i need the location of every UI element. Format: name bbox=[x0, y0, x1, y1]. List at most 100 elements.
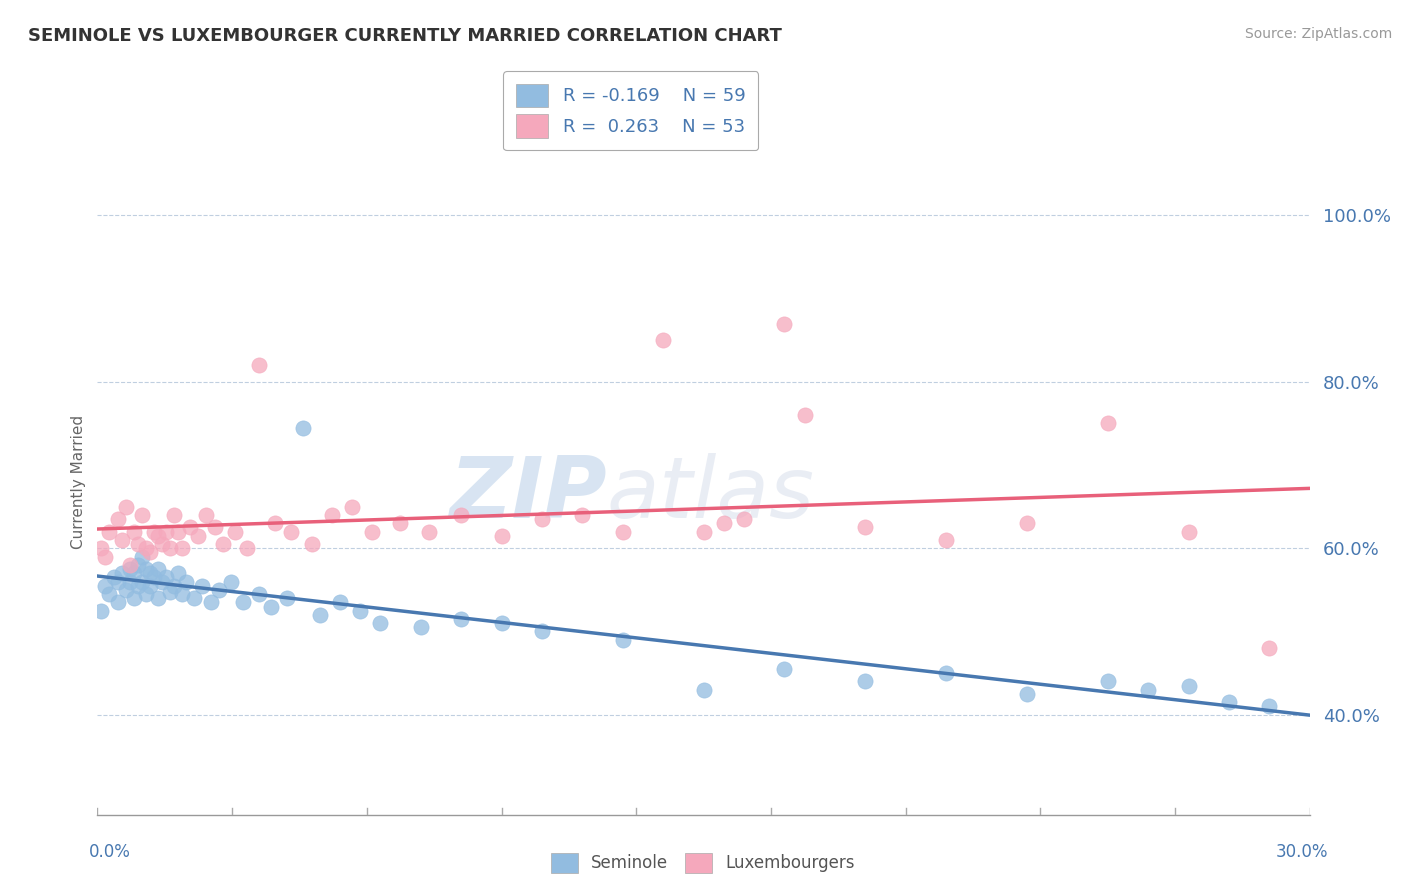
Point bbox=[127, 537, 149, 551]
Y-axis label: Currently Married: Currently Married bbox=[72, 415, 86, 549]
Point bbox=[773, 317, 796, 331]
Point bbox=[146, 591, 169, 606]
Point bbox=[491, 616, 513, 631]
Point bbox=[329, 595, 352, 609]
Point bbox=[127, 558, 149, 572]
Point bbox=[139, 566, 162, 581]
Point bbox=[118, 574, 141, 589]
Point bbox=[191, 579, 214, 593]
Legend: R = -0.169    N = 59, R =  0.263    N = 53: R = -0.169 N = 59, R = 0.263 N = 53 bbox=[503, 71, 758, 150]
Point bbox=[107, 512, 129, 526]
Point bbox=[361, 524, 384, 539]
Point bbox=[103, 570, 125, 584]
Point bbox=[167, 566, 190, 581]
Text: Source: ZipAtlas.com: Source: ZipAtlas.com bbox=[1244, 27, 1392, 41]
Point bbox=[612, 632, 634, 647]
Point bbox=[159, 584, 181, 599]
Text: 0.0%: 0.0% bbox=[89, 843, 131, 861]
Point bbox=[146, 562, 169, 576]
Point bbox=[110, 533, 132, 547]
Point bbox=[118, 558, 141, 572]
Point bbox=[172, 587, 194, 601]
Point bbox=[122, 591, 145, 606]
Point bbox=[142, 570, 165, 584]
Point bbox=[167, 524, 190, 539]
Point bbox=[98, 524, 121, 539]
Point bbox=[135, 587, 157, 601]
Point bbox=[409, 620, 432, 634]
Point bbox=[652, 333, 675, 347]
Point bbox=[232, 595, 254, 609]
Point bbox=[94, 579, 117, 593]
Point bbox=[155, 524, 177, 539]
Point bbox=[491, 529, 513, 543]
Point bbox=[368, 616, 391, 631]
Point bbox=[114, 582, 136, 597]
Text: 30.0%: 30.0% bbox=[1277, 843, 1329, 861]
Point bbox=[122, 566, 145, 581]
Point bbox=[135, 562, 157, 576]
Point bbox=[204, 520, 226, 534]
Point bbox=[135, 541, 157, 556]
Point bbox=[94, 549, 117, 564]
Point bbox=[110, 566, 132, 581]
Point bbox=[1218, 695, 1240, 709]
Point bbox=[118, 562, 141, 576]
Point bbox=[107, 574, 129, 589]
Point bbox=[150, 537, 173, 551]
Point bbox=[389, 516, 412, 531]
Point bbox=[1097, 674, 1119, 689]
Point bbox=[1258, 641, 1281, 656]
Point bbox=[308, 607, 330, 622]
Point bbox=[292, 420, 315, 434]
Point bbox=[247, 358, 270, 372]
Point bbox=[98, 587, 121, 601]
Point bbox=[172, 541, 194, 556]
Point bbox=[183, 591, 205, 606]
Point bbox=[571, 508, 593, 522]
Point bbox=[853, 520, 876, 534]
Point bbox=[187, 529, 209, 543]
Point bbox=[150, 574, 173, 589]
Point bbox=[200, 595, 222, 609]
Point bbox=[853, 674, 876, 689]
Point bbox=[90, 541, 112, 556]
Point bbox=[131, 574, 153, 589]
Point bbox=[90, 604, 112, 618]
Text: SEMINOLE VS LUXEMBOURGER CURRENTLY MARRIED CORRELATION CHART: SEMINOLE VS LUXEMBOURGER CURRENTLY MARRI… bbox=[28, 27, 782, 45]
Point bbox=[530, 512, 553, 526]
Point bbox=[163, 508, 186, 522]
Point bbox=[219, 574, 242, 589]
Point bbox=[713, 516, 735, 531]
Point bbox=[211, 537, 233, 551]
Point bbox=[122, 524, 145, 539]
Point bbox=[935, 666, 957, 681]
Point bbox=[127, 579, 149, 593]
Point bbox=[224, 524, 246, 539]
Point bbox=[139, 579, 162, 593]
Point bbox=[450, 612, 472, 626]
Point bbox=[260, 599, 283, 614]
Point bbox=[1177, 679, 1199, 693]
Point bbox=[142, 524, 165, 539]
Point bbox=[340, 500, 363, 514]
Point bbox=[1015, 687, 1038, 701]
Point bbox=[301, 537, 323, 551]
Point bbox=[349, 604, 371, 618]
Point bbox=[163, 579, 186, 593]
Legend: Seminole, Luxembourgers: Seminole, Luxembourgers bbox=[544, 847, 862, 880]
Point bbox=[612, 524, 634, 539]
Point bbox=[793, 408, 815, 422]
Point bbox=[1015, 516, 1038, 531]
Point bbox=[107, 595, 129, 609]
Point bbox=[773, 662, 796, 676]
Point bbox=[280, 524, 302, 539]
Point bbox=[159, 541, 181, 556]
Point bbox=[139, 545, 162, 559]
Point bbox=[1258, 699, 1281, 714]
Point bbox=[114, 500, 136, 514]
Point bbox=[276, 591, 298, 606]
Point bbox=[195, 508, 218, 522]
Point bbox=[146, 529, 169, 543]
Point bbox=[207, 582, 229, 597]
